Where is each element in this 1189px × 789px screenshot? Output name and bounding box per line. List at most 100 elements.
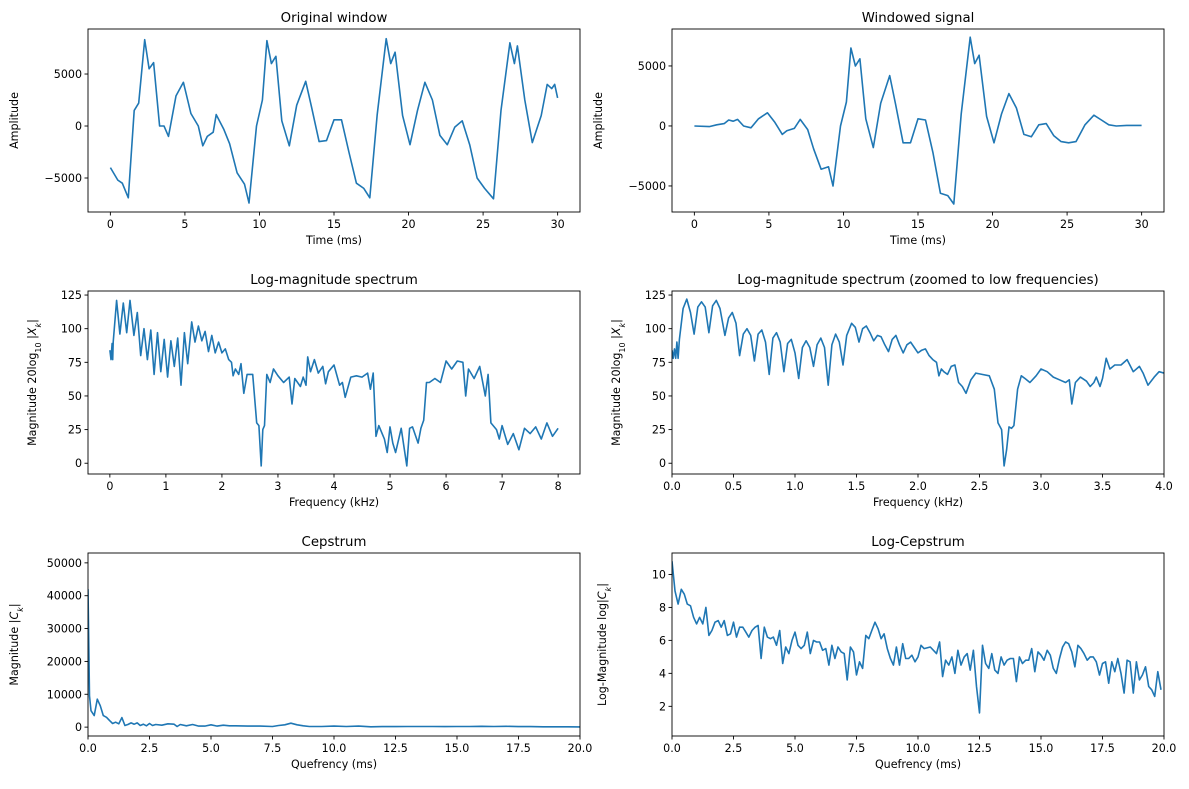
x-tick-label: 0.0 [663,480,681,493]
x-tick-label: 20 [401,218,415,231]
x-tick-label: 12.5 [383,742,408,755]
x-tick-label: 8 [555,480,562,493]
x-tick-label: 12.5 [967,742,992,755]
x-axis-label: Frequency (kHz) [289,496,379,509]
x-axis-label: Frequency (kHz) [873,496,963,509]
x-tick-label: 7 [499,480,506,493]
y-tick-label: 2 [659,700,666,713]
x-tick-label: 20 [985,218,999,231]
y-tick-label: 0 [75,721,82,734]
chart-title: Windowed signal [862,11,975,26]
y-tick-label: 40000 [47,590,82,603]
x-tick-label: 5.0 [202,742,220,755]
x-tick-label: 5 [765,218,772,231]
x-tick-label: 0.0 [663,742,681,755]
x-axis-label: Time (ms) [889,234,946,247]
y-tick-label: 0 [75,120,82,133]
x-tick-label: 2.5 [141,742,159,755]
x-tick-label: 1.0 [786,480,804,493]
y-tick-label: 0 [75,457,82,470]
x-axis-label: Quefrency (ms) [291,758,377,771]
series-line-signal [109,37,559,204]
subplot-original-window: 0 5 10 15 20 25 30 −5000 0 5000 Original window Tim… [8,11,581,247]
x-tick-label: 17.5 [506,742,531,755]
y-tick-label: 75 [68,356,82,369]
x-tick-label: 7.5 [848,742,866,755]
x-tick-label: 3.0 [1032,480,1050,493]
y-axis-label: Magnitude 20log10 |Xk| [26,319,43,446]
chart-title: Original window [281,11,388,26]
x-tick-label: 4 [330,480,337,493]
x-tick-label: 10 [252,218,266,231]
x-tick-label: 5 [387,480,394,493]
y-axis-label: Log-Magnitude log|Ck| [596,583,613,706]
y-axis-label: Magnitude |Ck| [8,603,25,685]
subplot-windowed-signal: 0 5 10 15 20 25 30 −5000 0 5000 Windowed signal Tim… [592,11,1165,247]
y-tick-label: 0 [659,120,666,133]
x-tick-label: 5 [181,218,188,231]
x-tick-label: 20.0 [568,742,593,755]
x-tick-label: 0 [691,218,698,231]
x-tick-label: 25 [476,218,490,231]
y-axis-label: Amplitude [8,92,21,149]
series-line-log-cepstrum [672,561,1162,714]
y-tick-label: 25 [652,424,666,437]
y-tick-label: 25 [68,424,82,437]
x-tick-label: 2.5 [971,480,989,493]
y-tick-label: 100 [645,323,666,336]
y-tick-label: 125 [645,289,666,302]
x-tick-label: 2.0 [909,480,927,493]
y-tick-label: 125 [61,289,82,302]
series-line-cepstrum [88,589,580,728]
y-tick-label: 8 [659,601,666,614]
x-tick-label: 1.5 [848,480,866,493]
y-tick-label: 10000 [47,688,82,701]
x-tick-label: 15 [911,218,925,231]
chart-title: Log-magnitude spectrum [250,273,418,288]
x-tick-label: 2.5 [725,742,743,755]
y-tick-label: 75 [652,356,666,369]
y-tick-label: 5000 [638,60,666,73]
subplot-log-magnitude-spectrum-zoomed: 0.0 0.5 1.0 1.5 2.0 2.5 3.0 3.5 4.0 0 25 50 75 100 125… [610,273,1173,509]
y-tick-label: 4 [659,667,666,680]
subplot-log-cepstrum: 0.0 2.5 5.0 7.5 10.0 12.5 15.0 17.5 20.0 2 4 6 8 10 Lo… [596,535,1176,771]
chart-title: Log-Cepstrum [871,535,964,550]
y-axis-label: Amplitude [592,92,605,149]
x-tick-label: 17.5 [1090,742,1115,755]
x-tick-label: 2 [218,480,225,493]
y-tick-label: 50 [68,390,82,403]
y-tick-label: 50 [652,390,666,403]
chart-title: Log-magnitude spectrum (zoomed to low fr… [737,273,1098,288]
x-tick-label: 0 [106,480,113,493]
x-tick-label: 25 [1060,218,1074,231]
x-axis-label: Time (ms) [305,234,362,247]
x-tick-label: 10 [836,218,850,231]
subplot-cepstrum: 0.0 2.5 5.0 7.5 10.0 12.5 15.0 17.5 20.0 0 10000 20… [8,535,592,771]
x-tick-label: 15 [327,218,341,231]
x-tick-label: 0.0 [79,742,97,755]
x-axis-label: Quefrency (ms) [875,758,961,771]
y-tick-label: 100 [61,323,82,336]
series-line-windowed [694,36,1142,205]
x-tick-label: 15.0 [445,742,470,755]
x-tick-label: 5.0 [786,742,804,755]
y-axis-label: Magnitude 20log10 |Xk| [610,319,627,446]
x-tick-label: 1 [162,480,169,493]
x-tick-label: 7.5 [264,742,282,755]
y-tick-label: 5000 [54,68,82,81]
x-tick-label: 10.0 [906,742,931,755]
x-tick-label: 20.0 [1152,742,1177,755]
x-tick-label: 15.0 [1029,742,1054,755]
y-tick-label: −5000 [628,180,666,193]
y-tick-label: 50000 [47,557,82,570]
subplot-log-magnitude-spectrum: 0 1 2 3 4 5 6 7 8 0 25 50 75 100 125 Log-magnitude spec… [26,273,581,509]
x-tick-label: 6 [443,480,450,493]
x-tick-label: 4.0 [1155,480,1173,493]
x-tick-label: 0 [107,218,114,231]
x-tick-label: 30 [551,218,565,231]
y-tick-label: 0 [659,457,666,470]
x-tick-label: 30 [1135,218,1149,231]
y-tick-label: 10 [652,568,666,581]
y-tick-label: 20000 [47,655,82,668]
